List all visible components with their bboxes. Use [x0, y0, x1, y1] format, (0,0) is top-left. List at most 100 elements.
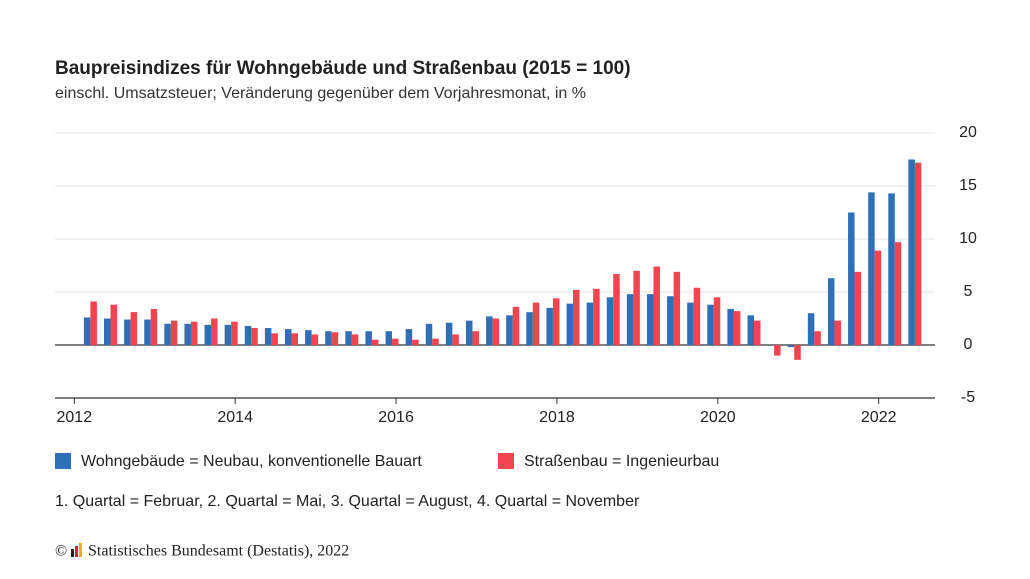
bar: [834, 320, 841, 345]
bar: [311, 334, 319, 345]
bar: [251, 328, 258, 345]
x-tick-label: 2016: [378, 409, 414, 426]
bar: [305, 330, 312, 345]
bar: [526, 312, 533, 345]
chart-subtitle: einschl. Umsatzsteuer; Veränderung gegen…: [55, 85, 586, 102]
bar: [371, 339, 379, 345]
bar: [284, 329, 292, 345]
bar: [412, 339, 419, 345]
bar: [452, 334, 459, 345]
bar: [264, 328, 272, 345]
y-tick-label: 10: [959, 230, 977, 247]
y-tick-label: -5: [961, 389, 975, 406]
bar: [673, 271, 681, 345]
bar: [144, 319, 151, 345]
bar: [224, 324, 232, 345]
bar: [874, 250, 882, 345]
bar: [552, 298, 560, 345]
bar: [848, 212, 855, 345]
legend-swatch: [498, 453, 514, 469]
bar: [164, 323, 171, 345]
bar: [626, 294, 634, 345]
bar: [190, 321, 198, 345]
bar: [787, 345, 795, 348]
chart-title: Baupreisindizes für Wohngebäude und Stra…: [55, 58, 631, 79]
bar: [124, 319, 131, 345]
bar: [512, 306, 520, 345]
source: Statistisches Bundesamt (Destatis), 2022: [88, 543, 349, 560]
legend-label: Wohngebäude = Neubau, konventionelle Bau…: [81, 453, 422, 470]
bar: [868, 192, 875, 345]
bar: [385, 331, 393, 345]
y-tick-label: 5: [964, 283, 973, 300]
bar: [814, 331, 821, 345]
bar: [827, 278, 835, 345]
bar: [894, 242, 902, 345]
bar: [546, 307, 553, 345]
copyright: ©: [55, 543, 67, 560]
bar: [130, 312, 138, 345]
bar: [211, 318, 218, 345]
legend-label: Straßenbau = Ingenieurbau: [524, 453, 719, 470]
bar: [244, 325, 252, 345]
bar: [83, 317, 91, 345]
y-tick-label: 0: [964, 336, 973, 353]
bar: [445, 322, 453, 345]
bar: [150, 308, 158, 345]
bar: [365, 331, 372, 345]
bar: [774, 345, 781, 356]
bar: [807, 313, 815, 345]
bar: [888, 193, 895, 345]
bar: [472, 331, 479, 345]
bar: [170, 320, 178, 345]
bar: [727, 308, 734, 345]
bar: [432, 338, 439, 345]
bar: [532, 302, 540, 345]
bar: [586, 302, 594, 345]
bar: [325, 331, 332, 345]
bar: [687, 302, 694, 345]
logo: [71, 543, 82, 557]
bar: [593, 288, 600, 345]
bar: [754, 320, 761, 345]
bar: [351, 334, 359, 345]
bar: [667, 296, 674, 345]
bar: [653, 266, 660, 345]
bar: [713, 297, 721, 345]
bar: [573, 289, 580, 345]
bar: [646, 294, 654, 345]
bar: [291, 333, 298, 345]
bar: [794, 345, 801, 360]
y-tick-label: 15: [959, 177, 977, 194]
bar: [908, 159, 915, 345]
bar: [465, 320, 473, 345]
x-tick-label: 2014: [217, 409, 253, 426]
bar: [231, 321, 238, 345]
x-tick-label: 2018: [539, 409, 575, 426]
legend-swatch: [55, 453, 71, 469]
bar: [606, 297, 614, 345]
y-tick-label: 20: [959, 124, 977, 141]
bar: [90, 301, 97, 345]
bar: [204, 324, 212, 345]
bar: [271, 333, 278, 345]
bar: [110, 304, 118, 345]
bar: [733, 311, 741, 345]
bar: [613, 273, 620, 345]
bar: [425, 323, 433, 345]
bar: [405, 329, 413, 345]
x-tick-label: 2022: [861, 409, 897, 426]
bar: [392, 338, 399, 345]
bar: [486, 316, 493, 345]
note: 1. Quartal = Februar, 2. Quartal = Mai, …: [55, 493, 640, 510]
bar: [707, 304, 714, 345]
bar: [345, 331, 352, 345]
x-tick-label: 2020: [700, 409, 736, 426]
bar: [914, 162, 922, 345]
bar: [331, 332, 339, 345]
bar: [506, 315, 513, 345]
bar: [693, 287, 701, 345]
bar: [854, 271, 862, 345]
bar: [104, 318, 111, 345]
